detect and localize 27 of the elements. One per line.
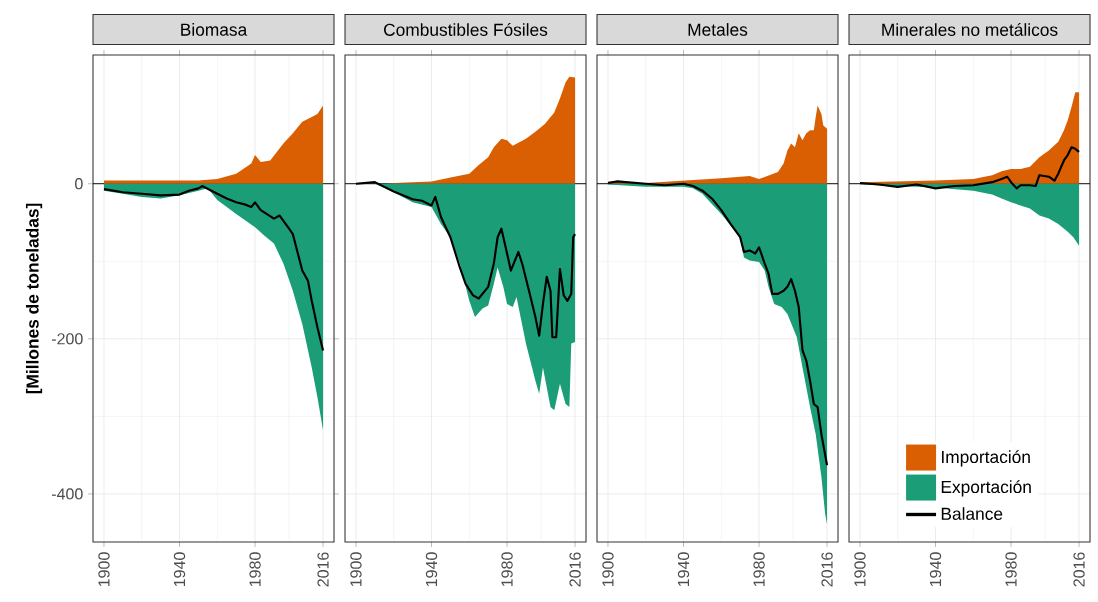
legend-label: Exportación xyxy=(941,480,1031,497)
x-tick-label: 1980 xyxy=(501,552,513,587)
y-axis-title: [Millones de toneladas] xyxy=(25,203,43,394)
x-tick-label: 2016 xyxy=(821,552,833,587)
legend-label: Importación xyxy=(942,450,1030,467)
legend-label: Balance xyxy=(941,507,1003,520)
x-tick-label: 1900 xyxy=(98,552,110,587)
chart-title: Metales xyxy=(688,23,748,36)
x-tick-label: 2016 xyxy=(317,552,329,587)
x-tick-label: 1900 xyxy=(854,552,866,587)
x-tick-label: 1900 xyxy=(350,552,362,587)
y-tick-label: 0 xyxy=(75,178,83,190)
x-tick-label: 1940 xyxy=(425,552,438,587)
chart-title: Minerales no metálicos xyxy=(882,23,1058,36)
x-tick-label: 2016 xyxy=(1073,552,1085,587)
chart-title: Combustibles Fósiles xyxy=(384,23,548,36)
x-tick-label: 1980 xyxy=(1005,552,1017,587)
x-tick-label: 1940 xyxy=(677,552,690,587)
y-tick-label: -200 xyxy=(51,333,83,345)
y-tick-label: -400 xyxy=(51,488,83,500)
x-tick-label: 1940 xyxy=(929,552,942,587)
x-tick-label: 1900 xyxy=(602,552,614,587)
x-tick-label: 1940 xyxy=(173,552,186,587)
chart-title: Biomasa xyxy=(181,23,248,36)
x-tick-label: 1980 xyxy=(753,552,765,587)
x-tick-label: 2016 xyxy=(569,552,581,587)
x-tick-label: 1980 xyxy=(249,552,261,587)
